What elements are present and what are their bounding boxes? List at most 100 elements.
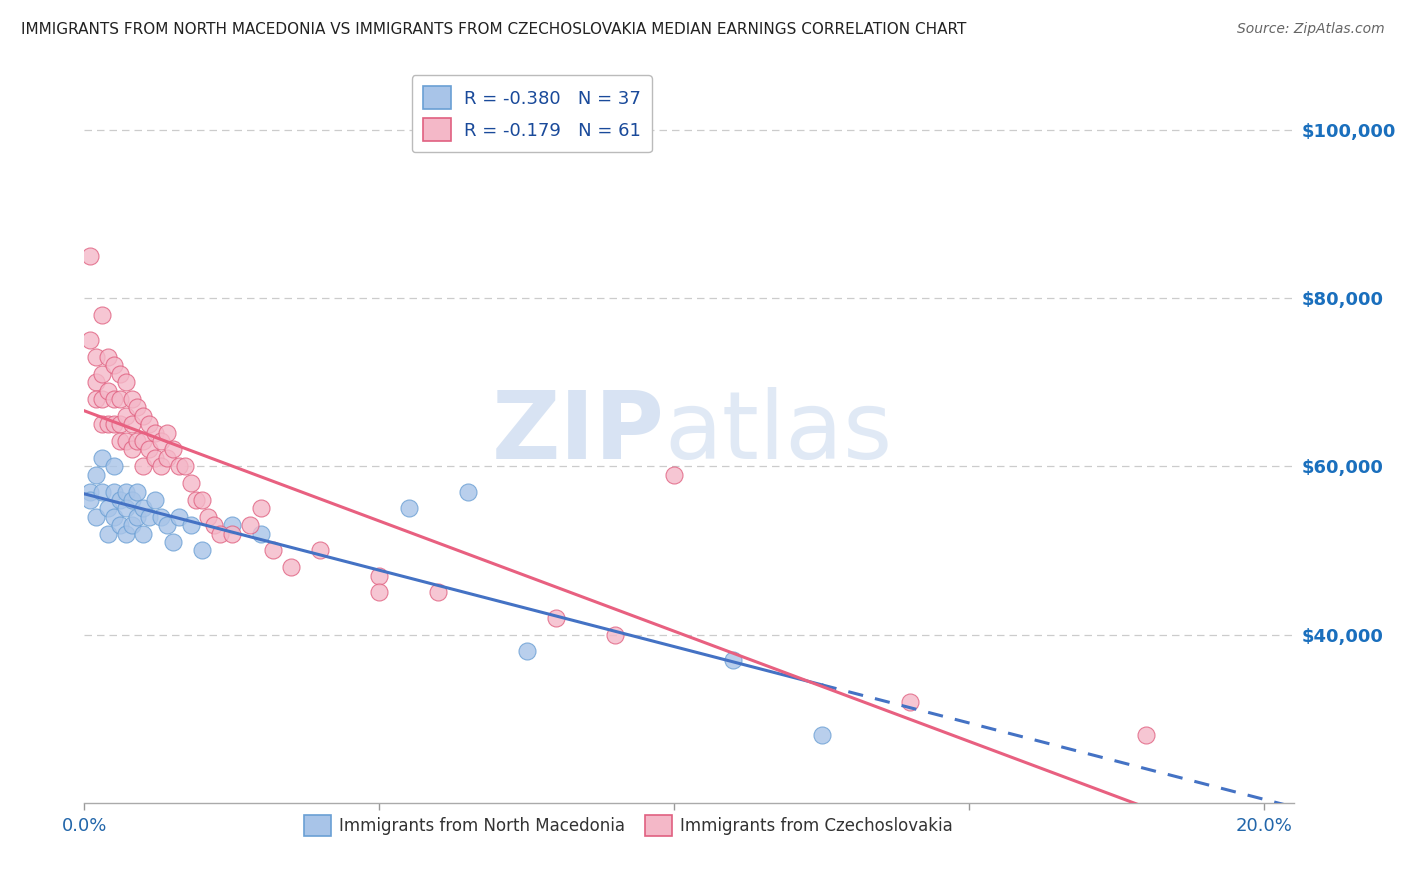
Point — [427, 585, 450, 599]
Point — [664, 467, 686, 482]
Point — [103, 392, 125, 406]
Point — [108, 434, 131, 448]
Point — [250, 501, 273, 516]
Point — [810, 729, 832, 743]
Point — [91, 450, 114, 465]
Point — [398, 501, 420, 516]
Point — [162, 442, 184, 457]
Point — [84, 375, 107, 389]
Point — [121, 417, 143, 432]
Point — [1135, 729, 1157, 743]
Point — [197, 509, 219, 524]
Point — [121, 518, 143, 533]
Text: ZIP: ZIP — [492, 386, 665, 479]
Point — [156, 450, 179, 465]
Legend: Immigrants from North Macedonia, Immigrants from Czechoslovakia: Immigrants from North Macedonia, Immigra… — [298, 808, 959, 843]
Point — [114, 484, 136, 499]
Point — [191, 543, 214, 558]
Point — [114, 409, 136, 423]
Point — [138, 509, 160, 524]
Point — [221, 526, 243, 541]
Point — [108, 518, 131, 533]
Point — [114, 434, 136, 448]
Point — [103, 359, 125, 373]
Point — [108, 492, 131, 507]
Point — [79, 333, 101, 347]
Point — [605, 627, 627, 641]
Point — [167, 459, 190, 474]
Point — [84, 509, 107, 524]
Point — [97, 417, 120, 432]
Point — [84, 350, 107, 364]
Point — [202, 518, 225, 533]
Point — [108, 417, 131, 432]
Point — [180, 476, 202, 491]
Point — [132, 501, 155, 516]
Point — [103, 484, 125, 499]
Point — [132, 459, 155, 474]
Point — [238, 518, 260, 533]
Point — [79, 492, 101, 507]
Point — [156, 518, 179, 533]
Point — [156, 425, 179, 440]
Point — [114, 501, 136, 516]
Point — [79, 484, 101, 499]
Point — [121, 392, 143, 406]
Point — [309, 543, 332, 558]
Point — [280, 560, 302, 574]
Point — [150, 509, 173, 524]
Point — [143, 492, 166, 507]
Point — [143, 450, 166, 465]
Point — [173, 459, 195, 474]
Point — [127, 484, 149, 499]
Point — [121, 492, 143, 507]
Point — [898, 695, 921, 709]
Point — [114, 526, 136, 541]
Point — [127, 401, 149, 415]
Point — [121, 442, 143, 457]
Text: atlas: atlas — [665, 386, 893, 479]
Point — [516, 644, 538, 658]
Point — [162, 535, 184, 549]
Point — [132, 526, 155, 541]
Point — [108, 392, 131, 406]
Point — [114, 375, 136, 389]
Point — [138, 442, 160, 457]
Point — [150, 434, 173, 448]
Point — [91, 308, 114, 322]
Point — [368, 585, 391, 599]
Point — [546, 610, 568, 624]
Point — [457, 484, 479, 499]
Point — [262, 543, 284, 558]
Point — [91, 367, 114, 381]
Point — [191, 492, 214, 507]
Point — [97, 526, 120, 541]
Point — [84, 467, 107, 482]
Point — [250, 526, 273, 541]
Point — [180, 518, 202, 533]
Point — [127, 509, 149, 524]
Point — [150, 459, 173, 474]
Point — [97, 501, 120, 516]
Point — [103, 459, 125, 474]
Point — [368, 568, 391, 582]
Point — [143, 425, 166, 440]
Point — [97, 350, 120, 364]
Point — [208, 526, 231, 541]
Point — [91, 417, 114, 432]
Point — [91, 392, 114, 406]
Point — [97, 384, 120, 398]
Point — [103, 509, 125, 524]
Text: IMMIGRANTS FROM NORTH MACEDONIA VS IMMIGRANTS FROM CZECHOSLOVAKIA MEDIAN EARNING: IMMIGRANTS FROM NORTH MACEDONIA VS IMMIG… — [21, 22, 966, 37]
Text: Source: ZipAtlas.com: Source: ZipAtlas.com — [1237, 22, 1385, 37]
Point — [84, 392, 107, 406]
Point — [79, 249, 101, 263]
Point — [186, 492, 208, 507]
Point — [127, 434, 149, 448]
Point — [221, 518, 243, 533]
Point — [108, 367, 131, 381]
Point — [91, 484, 114, 499]
Point — [132, 434, 155, 448]
Point — [721, 653, 744, 667]
Point — [132, 409, 155, 423]
